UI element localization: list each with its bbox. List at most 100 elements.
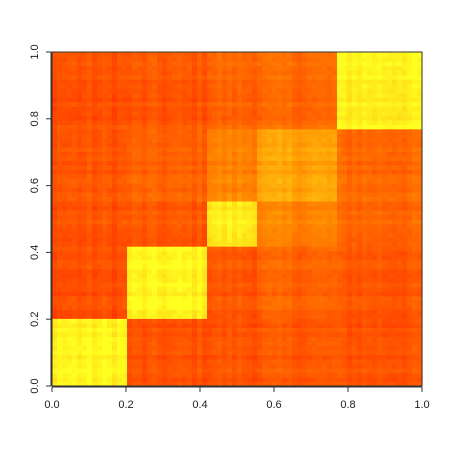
- heatmap-cell: [272, 128, 278, 134]
- heatmap-cell: [152, 137, 158, 143]
- heatmap-cell: [57, 115, 63, 121]
- heatmap-cell: [247, 191, 253, 198]
- heatmap-cell: [272, 345, 278, 351]
- heatmap-cell: [112, 372, 118, 378]
- heatmap-cell: [382, 187, 388, 193]
- heatmap-cell: [52, 376, 58, 383]
- heatmap-cell: [52, 155, 58, 161]
- heatmap-cell: [122, 273, 128, 279]
- heatmap-cell: [247, 367, 253, 374]
- heatmap-cell: [252, 106, 258, 112]
- heatmap-cell: [97, 92, 103, 98]
- heatmap-cell: [252, 345, 258, 351]
- heatmap-cell: [302, 97, 308, 103]
- heatmap-cell: [342, 97, 348, 103]
- heatmap-cell: [237, 363, 243, 369]
- heatmap-cell: [357, 345, 363, 351]
- heatmap-cell: [412, 110, 418, 116]
- heatmap-cell: [387, 169, 393, 175]
- heatmap-cell: [157, 313, 163, 319]
- heatmap-cell: [332, 133, 338, 139]
- heatmap-cell: [397, 309, 403, 315]
- heatmap-cell: [182, 209, 188, 216]
- heatmap-cell: [117, 79, 123, 85]
- heatmap-cell: [412, 182, 418, 188]
- heatmap-cell: [352, 277, 358, 283]
- heatmap-cell: [342, 151, 348, 157]
- heatmap-cell: [217, 101, 223, 107]
- heatmap-cell: [82, 264, 88, 270]
- heatmap-cell: [82, 232, 88, 238]
- heatmap-cell: [337, 237, 343, 243]
- heatmap-cell: [317, 282, 323, 288]
- heatmap-cell: [127, 223, 133, 229]
- heatmap-cell: [332, 187, 338, 193]
- heatmap-cell: [287, 264, 293, 270]
- heatmap-cell: [82, 106, 88, 112]
- heatmap-cell: [282, 376, 288, 383]
- heatmap-cell: [167, 187, 173, 193]
- heatmap-cell: [387, 83, 393, 89]
- heatmap-cell: [142, 155, 148, 161]
- heatmap-cell: [362, 97, 368, 103]
- heatmap-cell: [262, 304, 268, 310]
- heatmap-cell: [137, 182, 143, 188]
- heatmap-cell: [77, 340, 83, 346]
- heatmap-cell: [342, 187, 348, 193]
- heatmap-cell: [132, 345, 138, 351]
- heatmap-cell: [382, 322, 388, 328]
- heatmap-cell: [147, 237, 153, 243]
- heatmap-cell: [77, 155, 83, 161]
- heatmap-cell: [362, 295, 368, 301]
- heatmap-cell: [202, 151, 208, 157]
- heatmap-cell: [287, 291, 293, 297]
- heatmap-cell: [257, 173, 263, 179]
- heatmap-cell: [232, 124, 238, 130]
- heatmap-cell: [277, 340, 283, 346]
- heatmap-cell: [87, 160, 93, 166]
- heatmap-cell: [367, 349, 373, 355]
- heatmap-cell: [237, 200, 243, 207]
- heatmap-cell: [232, 255, 238, 261]
- heatmap-cell: [152, 273, 158, 279]
- heatmap-cell: [397, 200, 403, 207]
- heatmap-cell: [167, 354, 173, 360]
- heatmap-cell: [367, 309, 373, 315]
- heatmap-cell: [332, 88, 338, 94]
- heatmap-cell: [227, 191, 233, 198]
- heatmap-cell: [207, 137, 213, 143]
- heatmap-cell: [72, 340, 78, 346]
- heatmap-cell: [232, 318, 238, 324]
- heatmap-cell: [257, 115, 263, 121]
- heatmap-cell: [172, 259, 178, 265]
- heatmap-cell: [142, 228, 148, 234]
- heatmap-cell: [332, 137, 338, 143]
- heatmap-cell: [197, 250, 203, 256]
- heatmap-cell: [72, 286, 78, 292]
- heatmap-cell: [412, 155, 418, 161]
- heatmap-cell: [222, 146, 228, 152]
- heatmap-cell: [312, 205, 318, 211]
- heatmap-cell: [402, 223, 408, 229]
- heatmap-cell: [257, 376, 263, 383]
- heatmap-cell: [57, 101, 63, 107]
- heatmap-cell: [62, 146, 68, 152]
- heatmap-cell: [297, 304, 303, 310]
- heatmap-cell: [272, 214, 278, 220]
- heatmap-cell: [267, 160, 273, 166]
- heatmap-cell: [107, 182, 113, 188]
- heatmap-cell: [257, 110, 263, 116]
- heatmap-cell: [207, 367, 213, 374]
- heatmap-cell: [177, 173, 183, 179]
- heatmap-cell: [352, 196, 358, 202]
- heatmap-cell: [67, 268, 73, 274]
- heatmap-cell: [262, 137, 268, 143]
- heatmap-cell: [372, 214, 378, 220]
- heatmap-cell: [382, 264, 388, 270]
- heatmap-cell: [382, 119, 388, 125]
- heatmap-cell: [262, 106, 268, 112]
- heatmap-cell: [202, 268, 208, 274]
- heatmap-cell: [52, 209, 58, 216]
- heatmap-cell: [77, 318, 83, 324]
- heatmap-cell: [222, 268, 228, 274]
